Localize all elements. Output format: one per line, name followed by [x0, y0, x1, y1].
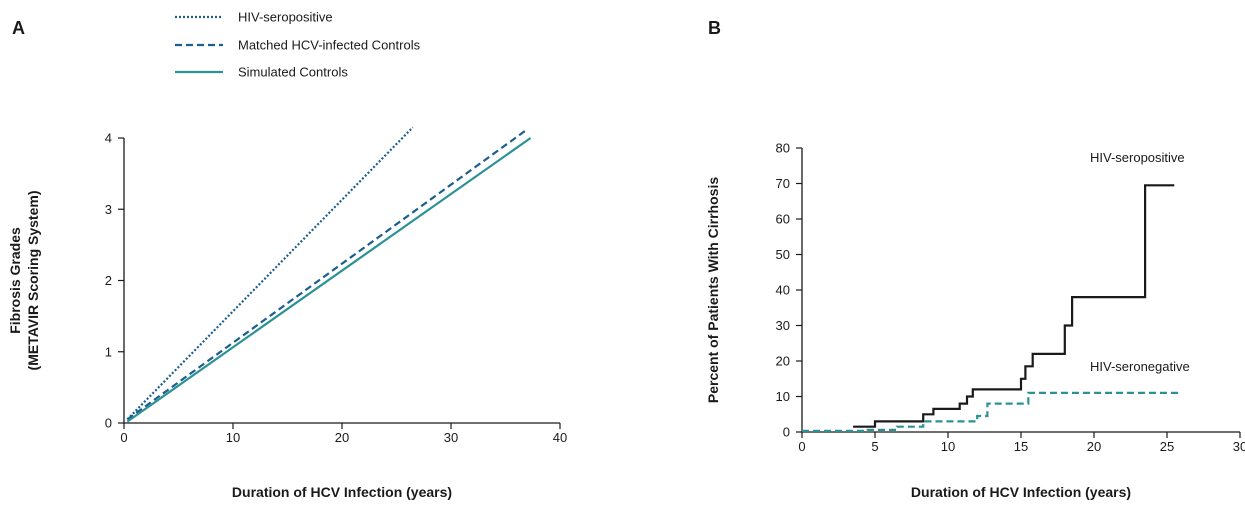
y-tick-label: 60 — [776, 212, 790, 227]
x-tick-label: 15 — [1014, 439, 1028, 454]
legend-label: Simulated Controls — [238, 65, 348, 80]
series-line — [853, 184, 1175, 428]
y-axis-title: (METAVIR Scoring System) — [25, 191, 41, 371]
y-tick-label: 80 — [776, 141, 790, 156]
y-tick-label: 30 — [776, 318, 790, 333]
y-axis-title: Fibrosis Grades — [7, 227, 23, 334]
series-line — [126, 126, 414, 421]
series-annotation: HIV-seronegative — [1090, 359, 1190, 374]
y-tick-label: 4 — [105, 131, 112, 146]
y-tick-label: 1 — [105, 344, 112, 359]
y-tick-label: 20 — [776, 354, 790, 369]
series-line — [126, 130, 526, 421]
x-tick-label: 10 — [226, 430, 240, 445]
series-annotation: HIV-seropositive — [1090, 150, 1185, 165]
panel-label: B — [708, 18, 721, 38]
panel-label: A — [12, 18, 25, 38]
y-tick-label: 10 — [776, 389, 790, 404]
panel-b: B 0 5 10 15 20 25 30 0 10 20 30 40 50 60 70 80 Duration o… — [705, 18, 1245, 500]
series-line — [802, 391, 1182, 432]
x-tick-label: 40 — [553, 430, 567, 445]
x-tick-label: 0 — [798, 439, 805, 454]
y-tick-label: 50 — [776, 247, 790, 262]
series-line — [126, 137, 532, 423]
x-tick-label: 5 — [871, 439, 878, 454]
y-tick-label: 0 — [105, 416, 112, 431]
legend-label: HIV-seropositive — [238, 10, 333, 25]
y-tick-label: 70 — [776, 176, 790, 191]
x-tick-label: 20 — [1087, 439, 1101, 454]
y-tick-label: 3 — [105, 202, 112, 217]
x-axis-title: Duration of HCV Infection (years) — [232, 484, 452, 500]
y-axis-title: Percent of Patients With Cirrhosis — [705, 177, 721, 403]
panel-a: A 0 10 20 30 40 0 1 2 3 4 Duration of HCV Infection… — [7, 10, 567, 501]
x-tick-label: 25 — [1160, 439, 1174, 454]
x-tick-label: 10 — [941, 439, 955, 454]
x-tick-label: 30 — [1233, 439, 1245, 454]
legend-label: Matched HCV-infected Controls — [238, 38, 421, 53]
x-tick-label: 0 — [120, 430, 127, 445]
x-tick-label: 20 — [335, 430, 349, 445]
y-tick-label: 40 — [776, 283, 790, 298]
x-axis-title: Duration of HCV Infection (years) — [911, 484, 1131, 500]
y-tick-label: 2 — [105, 273, 112, 288]
x-tick-label: 30 — [444, 430, 458, 445]
y-tick-label: 0 — [783, 425, 790, 440]
